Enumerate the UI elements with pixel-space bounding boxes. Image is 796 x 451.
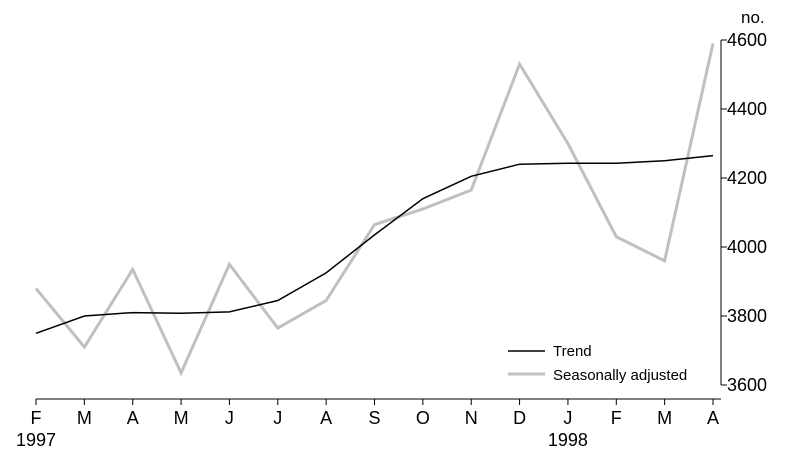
series-line-trend — [35, 154, 714, 335]
series-line-seasonally-adjusted — [34, 43, 715, 377]
legend-label-seasonally-adjusted: Seasonally adjusted — [553, 367, 687, 384]
x-tick-label: A — [707, 408, 719, 428]
x-tick-label: D — [513, 408, 526, 428]
legend: Trend Seasonally adjusted — [508, 343, 687, 384]
axes: F M A M J J A S O N D J F M A 1997 1998 3600 3800 4000 4200 4… — [16, 30, 767, 450]
x-tick-label: M — [657, 408, 672, 428]
y-tick-label: 4000 — [727, 237, 767, 257]
y-tick-label: 3800 — [727, 306, 767, 326]
y-tick-label: 4600 — [727, 30, 767, 50]
x-tick-label: O — [416, 408, 430, 428]
x-tick-label: M — [77, 408, 92, 428]
x-tick-label: A — [320, 408, 332, 428]
x-tick-label: N — [465, 408, 478, 428]
x-tick-label: F — [611, 408, 622, 428]
x-tick-label: F — [31, 408, 42, 428]
x-tick-label: J — [273, 408, 282, 428]
y-tick-label: 4200 — [727, 168, 767, 188]
x-year-label: 1998 — [548, 430, 588, 450]
y-tick-label: 3600 — [727, 375, 767, 395]
y-tick-label: 4400 — [727, 99, 767, 119]
x-tick-label: A — [127, 408, 139, 428]
legend-label-trend: Trend — [553, 343, 592, 360]
series-lines — [34, 43, 715, 377]
y-axis-unit-label: no. — [741, 8, 765, 27]
x-tick-label: J — [225, 408, 234, 428]
x-tick-label: J — [563, 408, 572, 428]
x-tick-label: S — [368, 408, 380, 428]
x-tick-label: M — [174, 408, 189, 428]
x-year-label: 1997 — [16, 430, 56, 450]
